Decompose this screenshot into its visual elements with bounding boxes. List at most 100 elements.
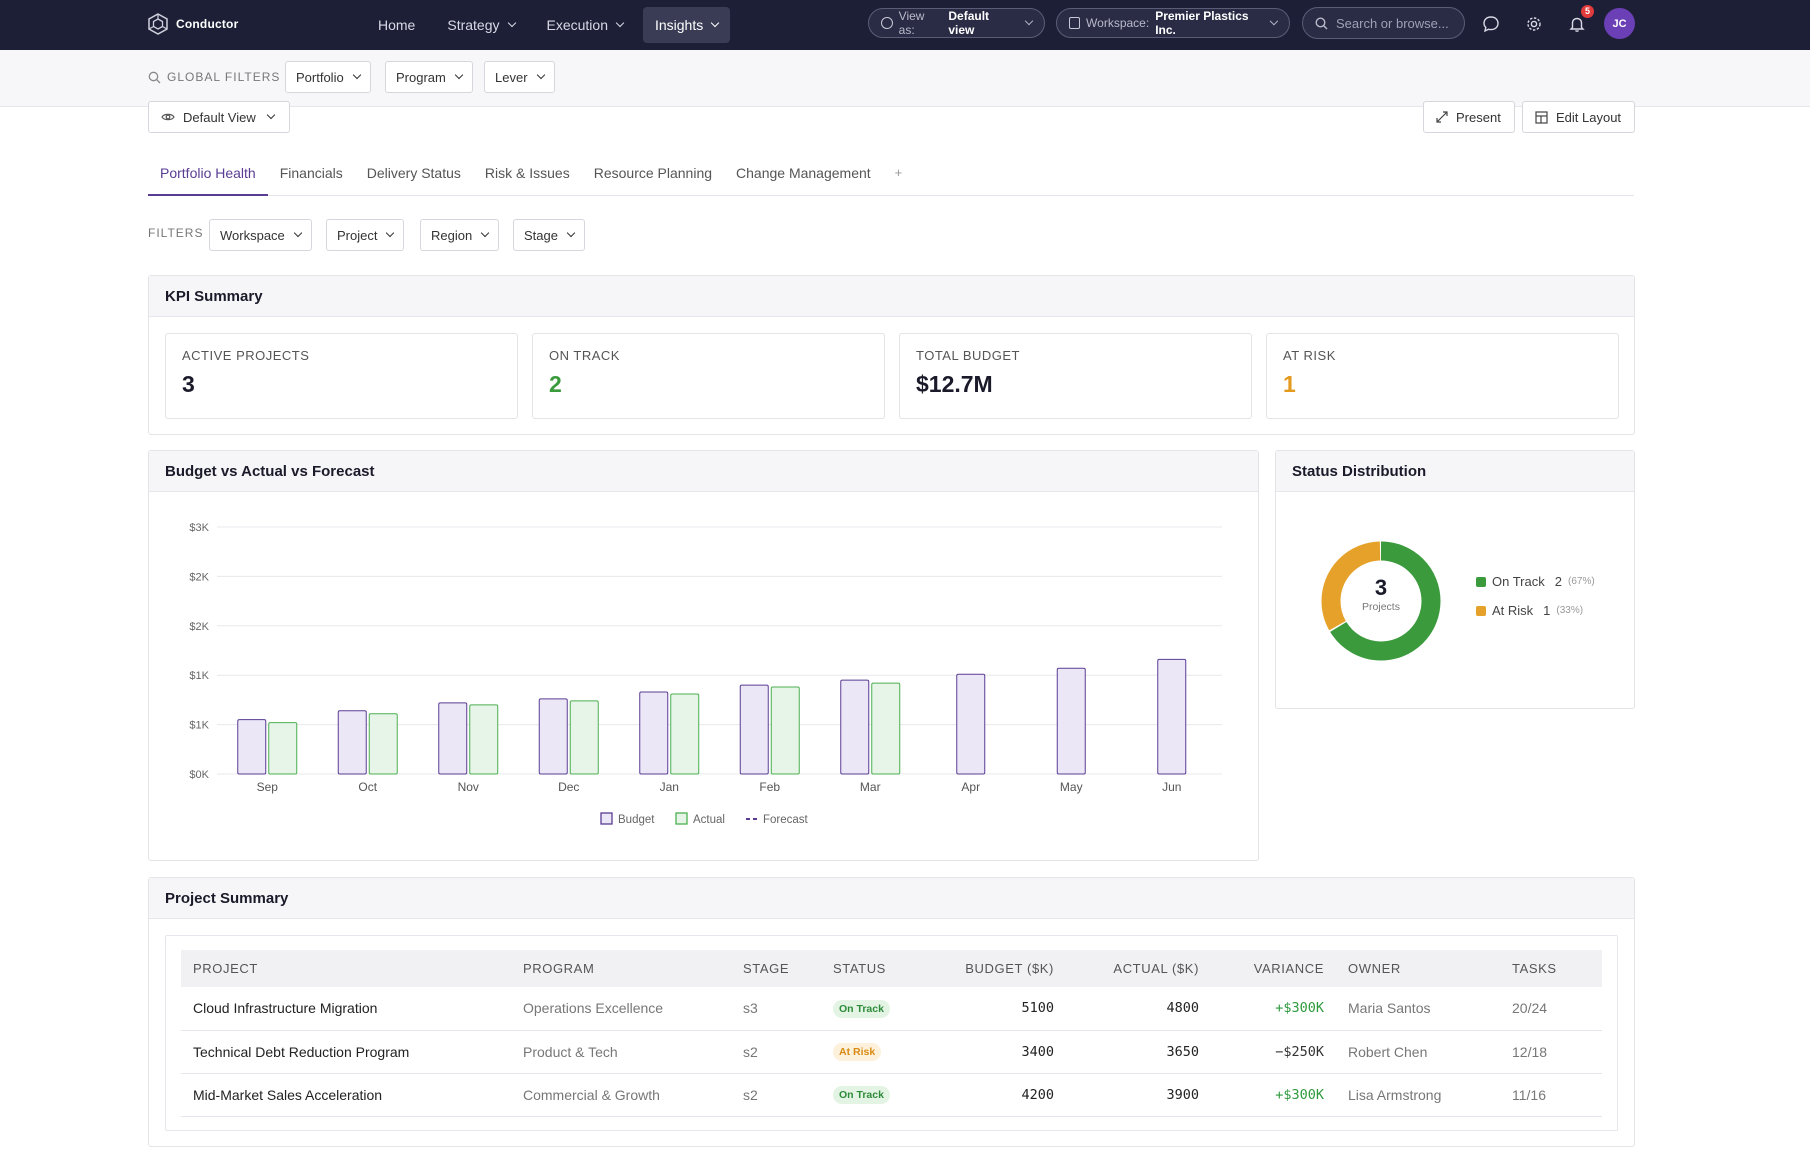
kpi-card-active-projects: ACTIVE PROJECTS 3 [165, 333, 518, 419]
table-row[interactable]: Cloud Infrastructure Migration Operation… [181, 987, 1602, 1031]
view-as-selector[interactable]: View as: Default view [868, 8, 1045, 38]
cell-owner: Maria Santos [1336, 987, 1500, 1031]
kpi-label: AT RISK [1283, 348, 1336, 363]
settings-button[interactable] [1523, 13, 1545, 35]
workspace-filter-dropdown[interactable]: Workspace [209, 219, 312, 251]
donut-slice[interactable] [1321, 541, 1441, 661]
program-filter-dropdown[interactable]: Program [385, 61, 473, 93]
cell-actual: 3650 [1066, 1030, 1211, 1074]
column-header-variance[interactable]: VARIANCE [1211, 950, 1336, 987]
lever-filter-dropdown[interactable]: Lever [484, 61, 555, 93]
kpi-card-on-track: ON TRACK 2 [532, 333, 885, 419]
edit-layout-button[interactable]: Edit Layout [1522, 101, 1635, 133]
column-header-program[interactable]: PROGRAM [511, 950, 731, 987]
donut-slice[interactable] [1321, 541, 1441, 661]
legend-count: 2 [1554, 574, 1562, 589]
bar-budget[interactable] [639, 691, 669, 775]
bar-actual[interactable] [368, 713, 398, 775]
messages-button[interactable] [1480, 13, 1502, 35]
dropdown-label: Region [431, 227, 473, 243]
kpi-label: ON TRACK [549, 348, 620, 363]
bar-actual[interactable] [871, 682, 901, 775]
bar-actual[interactable] [569, 700, 599, 775]
bar-budget[interactable] [1056, 667, 1086, 775]
table-row[interactable]: Mid-Market Sales Acceleration Commercial… [181, 1073, 1602, 1117]
table-header-row: PROJECT PROGRAM STAGE STATUS BUDGET ($K)… [181, 950, 1602, 987]
x-tick-label: Jun [1162, 780, 1181, 794]
cell-tasks: 11/16 [1500, 1073, 1602, 1117]
column-header-owner[interactable]: OWNER [1336, 950, 1500, 987]
stage-filter-dropdown[interactable]: Stage [513, 219, 585, 251]
search-input[interactable] [1336, 15, 1451, 31]
dropdown-label: Lever [495, 69, 528, 85]
present-button[interactable]: Present [1423, 101, 1515, 133]
cell-stage: s3 [731, 987, 821, 1031]
search-icon [148, 71, 161, 83]
kpi-label: TOTAL BUDGET [916, 348, 1020, 363]
donut-total: 3 [1374, 575, 1388, 600]
nav-strategy[interactable]: Strategy [435, 7, 526, 43]
column-header-stage[interactable]: STAGE [731, 950, 821, 987]
chat-bubble-icon [1483, 16, 1499, 33]
bar-actual[interactable] [268, 722, 298, 775]
view-as-value: Default view [948, 9, 990, 37]
workspace-selector[interactable]: Workspace: Premier Plastics Inc. [1056, 8, 1290, 38]
column-header-actual[interactable]: ACTUAL ($K) [1066, 950, 1211, 987]
tab-financials[interactable]: Financials [279, 165, 343, 181]
chevron-down-icon [480, 228, 490, 238]
x-tick-label: Nov [458, 780, 479, 794]
conductor-logo-icon [148, 13, 168, 35]
project-summary-panel: Project Summary PROJECT PROGRAM STAGE ST… [148, 877, 1635, 1147]
add-tab-button[interactable]: + [894, 165, 903, 180]
app-logo[interactable]: Conductor [147, 13, 238, 35]
chevron-down-icon [1024, 16, 1034, 26]
y-tick-label: $1K [189, 670, 209, 682]
bar-budget[interactable] [438, 702, 468, 775]
nav-home[interactable]: Home [366, 7, 427, 43]
tab-portfolio-health[interactable]: Portfolio Health [148, 153, 268, 196]
budget-bar-chart: $0K $1K $1K $2K $2K $3K Sep Oct Nov Dec Jan Feb Mar A… [189, 522, 1222, 826]
nav-insights[interactable]: Insights [642, 7, 731, 43]
top-bar: Conductor Home Strategy Execution Insigh… [0, 0, 1810, 50]
tab-change-management[interactable]: Change Management [736, 165, 871, 181]
bar-budget[interactable] [538, 698, 568, 775]
y-tick-label: $2K [189, 621, 209, 633]
cell-project[interactable]: Technical Debt Reduction Program [181, 1030, 511, 1074]
search-icon [1315, 16, 1328, 29]
bar-budget[interactable] [739, 684, 769, 775]
column-header-status[interactable]: STATUS [821, 950, 931, 987]
cell-project[interactable]: Mid-Market Sales Acceleration [181, 1073, 511, 1117]
donut-total-label: Projects [1362, 601, 1400, 613]
global-search[interactable] [1302, 7, 1465, 39]
legend-swatch [675, 812, 688, 825]
column-header-budget[interactable]: BUDGET ($K) [931, 950, 1066, 987]
bar-actual[interactable] [469, 704, 499, 775]
table-row[interactable]: Technical Debt Reduction Program Product… [181, 1030, 1602, 1074]
bar-budget[interactable] [337, 710, 367, 775]
donut-center: 3 Projects [1356, 575, 1406, 613]
bar-budget[interactable] [956, 673, 986, 775]
tab-delivery-status[interactable]: Delivery Status [366, 165, 461, 181]
view-selector-dropdown[interactable]: Default View [148, 101, 290, 133]
bar-budget[interactable] [840, 679, 870, 775]
panel-title: KPI Summary [149, 276, 1634, 317]
column-header-project[interactable]: PROJECT [181, 950, 511, 987]
bar-budget[interactable] [1157, 658, 1187, 775]
nav-execution[interactable]: Execution [535, 7, 635, 43]
user-avatar[interactable]: JC [1604, 8, 1635, 39]
portfolio-filter-dropdown[interactable]: Portfolio [285, 61, 371, 93]
legend-label: At Risk [1492, 603, 1534, 618]
column-header-tasks[interactable]: TASKS [1500, 950, 1602, 987]
chevron-down-icon [454, 70, 464, 80]
bar-actual[interactable] [670, 693, 700, 775]
bar-actual[interactable] [770, 686, 800, 775]
tab-risk-issues[interactable]: Risk & Issues [484, 165, 570, 181]
project-filter-dropdown[interactable]: Project [326, 219, 405, 251]
region-filter-dropdown[interactable]: Region [420, 219, 500, 251]
cell-project[interactable]: Cloud Infrastructure Migration [181, 987, 511, 1031]
legend-label: On Track [1492, 574, 1545, 589]
tab-resource-planning[interactable]: Resource Planning [593, 165, 713, 181]
notifications-button[interactable]: 5 [1566, 5, 1594, 35]
workspace-value: Premier Plastics Inc. [1155, 9, 1249, 37]
bar-budget[interactable] [237, 719, 267, 775]
